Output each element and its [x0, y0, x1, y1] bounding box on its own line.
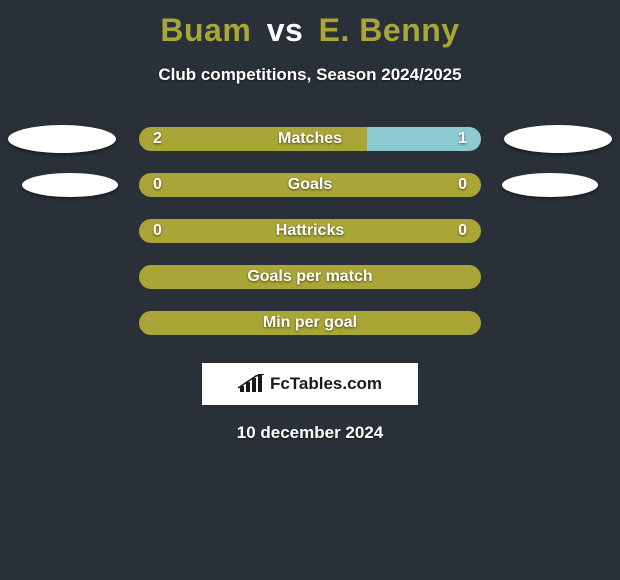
stat-label: Matches — [278, 130, 342, 148]
stat-bar-track: 0 0 Hattricks — [139, 219, 481, 243]
stat-row: 0 0 Goals — [0, 173, 620, 197]
stat-value-right: 0 — [458, 222, 467, 240]
subtitle: Club competitions, Season 2024/2025 — [0, 65, 620, 85]
stat-value-right: 0 — [458, 176, 467, 194]
stat-bar-left — [139, 173, 310, 197]
title-player1: Buam — [160, 12, 251, 48]
page-title: Buam vs E. Benny — [0, 0, 620, 49]
stat-row: Min per goal — [0, 311, 620, 335]
stat-bar-track: 2 1 Matches — [139, 127, 481, 151]
stat-label: Goals per match — [247, 268, 372, 286]
stat-bar-track: 0 0 Goals — [139, 173, 481, 197]
player-ellipse-left — [22, 173, 118, 197]
stat-label: Min per goal — [263, 314, 357, 332]
title-vs: vs — [267, 12, 304, 48]
player-ellipse-left — [8, 125, 116, 153]
stat-row: Goals per match — [0, 265, 620, 289]
stat-value-left: 0 — [153, 222, 162, 240]
title-player2: E. Benny — [319, 12, 460, 48]
stat-label: Hattricks — [276, 222, 344, 240]
stat-value-left: 0 — [153, 176, 162, 194]
stat-label: Goals — [288, 176, 332, 194]
stat-rows-container: 2 1 Matches 0 0 Goals 0 0 Hattricks Goals per mat… — [0, 127, 620, 335]
stat-bar-track: Min per goal — [139, 311, 481, 335]
stat-bar-right — [310, 173, 481, 197]
player-ellipse-right — [502, 173, 598, 197]
stat-value-right: 1 — [458, 130, 467, 148]
stat-value-left: 2 — [153, 130, 162, 148]
stat-row: 0 0 Hattricks — [0, 219, 620, 243]
stat-row: 2 1 Matches — [0, 127, 620, 151]
stat-bar-track: Goals per match — [139, 265, 481, 289]
logo-text: FcTables.com — [270, 374, 382, 394]
bar-chart-icon — [238, 374, 264, 394]
player-ellipse-right — [504, 125, 612, 153]
logo-box: FcTables.com — [202, 363, 418, 405]
date-label: 10 december 2024 — [0, 423, 620, 443]
